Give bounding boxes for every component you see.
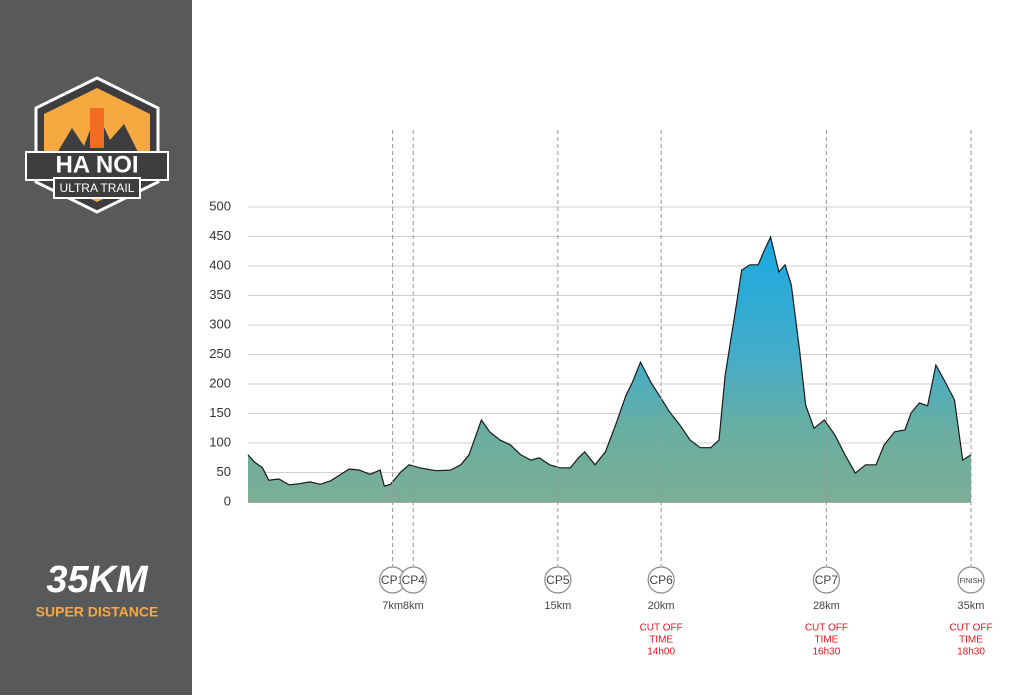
elevation-line — [247, 235, 972, 487]
cutoff-time: 16h30 — [812, 647, 840, 658]
checkpoint-marker — [812, 566, 841, 594]
y-tick-label: 500 — [209, 198, 231, 213]
y-tick-label: 50 — [217, 464, 231, 479]
cutoff-time: CUT OFF — [949, 623, 992, 634]
checkpoint-marker — [544, 566, 572, 594]
checkpoint-marker — [957, 566, 985, 594]
cutoff-time: TIME — [814, 635, 838, 646]
cutoff-time: 18h30 — [957, 647, 985, 658]
checkpoint-distance: 7km — [382, 600, 403, 612]
checkpoint-name: CP7 — [815, 573, 839, 587]
checkpoint-name: CP6 — [649, 573, 673, 587]
checkpoint-distance: 15km — [544, 600, 571, 612]
cutoff-time: 14h00 — [647, 647, 675, 658]
y-tick-label: 350 — [209, 287, 231, 302]
logo-subtitle: ULTRA TRAIL — [60, 181, 135, 195]
cutoff-time: CUT OFF — [805, 623, 848, 634]
y-tick-label: 450 — [209, 228, 231, 243]
checkpoint-distance: 28km — [813, 600, 840, 612]
race-distance: 35KM — [46, 559, 149, 601]
checkpoint-name: CP5 — [546, 573, 570, 587]
checkpoint-marker — [399, 566, 427, 594]
y-tick-label: 400 — [209, 257, 231, 272]
y-tick-label: 250 — [209, 346, 231, 361]
cutoff-time: TIME — [959, 635, 983, 646]
y-tick-label: 100 — [209, 434, 231, 449]
checkpoint-name: CP1 — [381, 573, 405, 587]
checkpoint-distance: 8km — [403, 600, 424, 612]
race-category: SUPER DISTANCE — [36, 604, 159, 620]
y-tick-label: 150 — [209, 405, 231, 420]
y-tick-label: 300 — [209, 316, 231, 331]
area-fill — [248, 237, 971, 502]
checkpoint-name: FINISH — [960, 578, 983, 585]
y-tick-label: 0 — [224, 493, 231, 508]
logo: HA NOI ULTRA TRAIL — [25, 76, 169, 214]
checkpoint-distance: 35km — [958, 600, 985, 612]
cutoff-time: CUT OFF — [640, 623, 683, 634]
plot: 0 50 100 150 200 250 300 350 400 450 500 CP1 7km CP4 8… — [209, 130, 993, 658]
checkpoint-name: CP4 — [402, 573, 426, 587]
logo-title: HA NOI — [55, 151, 138, 178]
cutoff-time: TIME — [649, 635, 673, 646]
checkpoint-marker — [647, 566, 675, 594]
checkpoint-distance: 20km — [648, 600, 675, 612]
y-tick-label: 200 — [209, 375, 231, 390]
